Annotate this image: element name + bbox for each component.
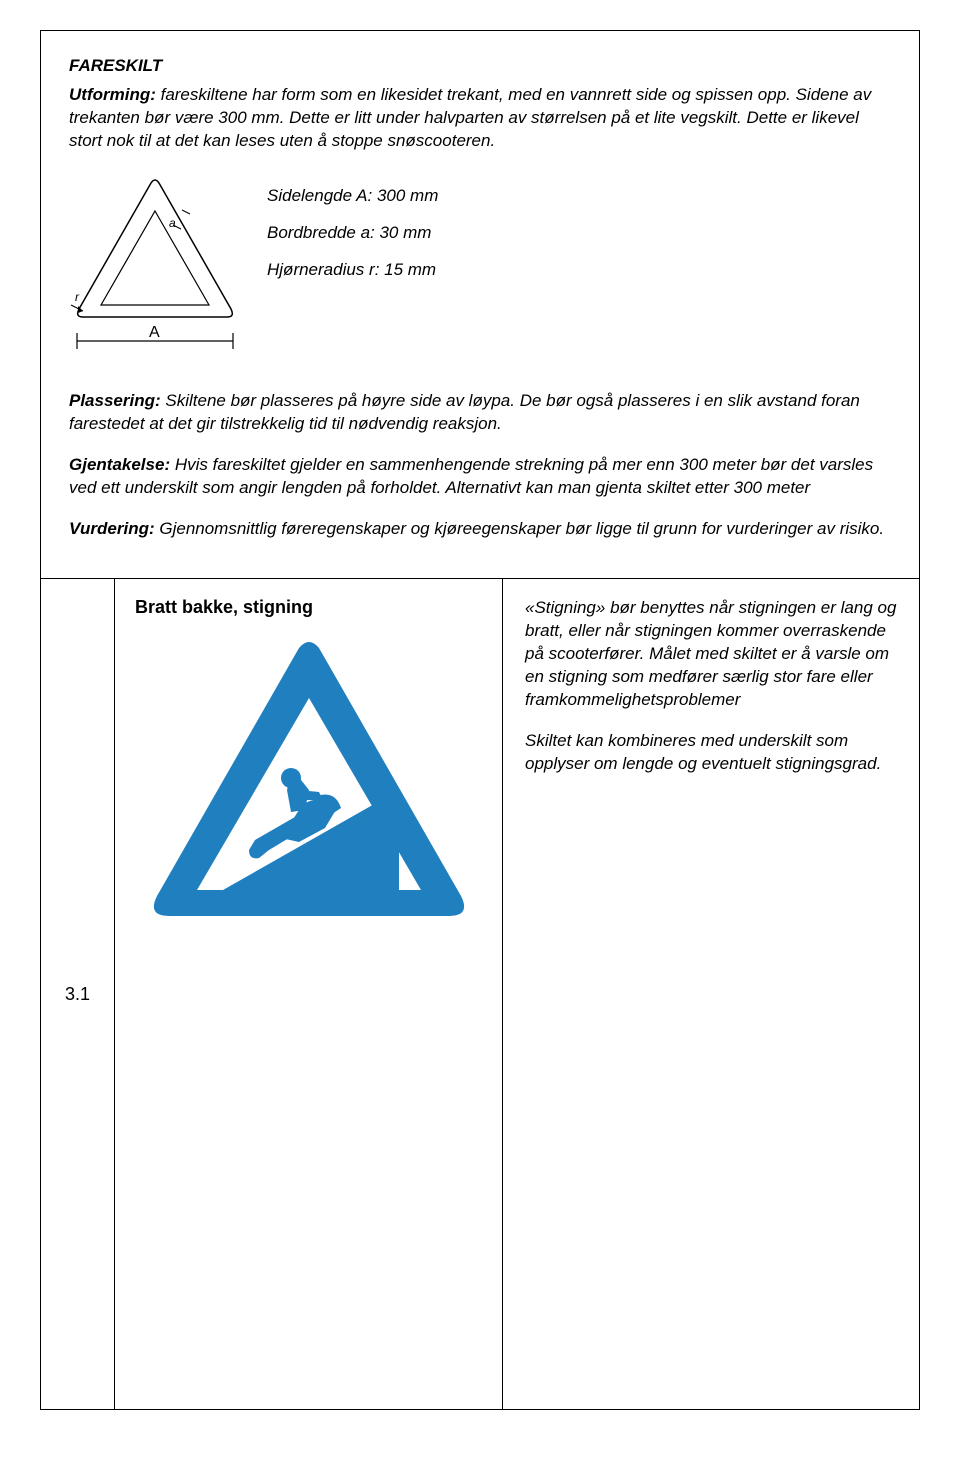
- diagram-label-r: r: [75, 290, 80, 304]
- gjentakelse-paragraph: Gjentakelse: Hvis fareskiltet gjelder en…: [69, 454, 891, 500]
- spec-lines: Sidelengde A: 300 mm Bordbredde a: 30 mm…: [267, 173, 438, 296]
- vurdering-label: Vurdering:: [69, 519, 155, 538]
- spec-bordbredde: Bordbredde a: 30 mm: [267, 222, 438, 245]
- row-number: 3.1: [65, 984, 90, 1005]
- description-p2: Skiltet kan kombineres med underskilt so…: [525, 730, 897, 776]
- section-title: FARESKILT: [69, 56, 162, 75]
- utforming-label: Utforming:: [69, 85, 156, 104]
- description-p1: «Stigning» bør benyttes når stigningen e…: [525, 597, 897, 712]
- plassering-label: Plassering:: [69, 391, 161, 410]
- gjentakelse-text: Hvis fareskiltet gjelder en sammenhengen…: [69, 455, 873, 497]
- plassering-paragraph: Plassering: Skiltene bør plasseres på hø…: [69, 390, 891, 436]
- plassering-text: Skiltene bør plasseres på høyre side av …: [69, 391, 860, 433]
- page-frame: FARESKILT Utforming: fareskiltene har fo…: [40, 30, 920, 1410]
- warning-sign-graphic: [135, 640, 482, 930]
- sign-table-row: 3.1 Bratt bakke, stigning: [41, 579, 919, 1409]
- spec-hjorneradius: Hjørneradius r: 15 mm: [267, 259, 438, 282]
- utforming-text: fareskiltene har form som en likesidet t…: [69, 85, 871, 150]
- row-number-cell: 3.1: [41, 579, 115, 1409]
- sign-cell: Bratt bakke, stigning: [115, 579, 503, 1409]
- vurdering-paragraph: Vurdering: Gjennomsnittlig føreregenskap…: [69, 518, 891, 541]
- spec-sidelengde: Sidelengde A: 300 mm: [267, 185, 438, 208]
- diagram-label-A: A: [149, 324, 160, 341]
- spec-block: a r A Sidelengde A: 300 mm Bordbredde a:…: [69, 173, 891, 362]
- vurdering-text: Gjennomsnittlig føreregenskaper og kjøre…: [155, 519, 884, 538]
- diagram-label-a: a: [169, 216, 176, 230]
- gjentakelse-label: Gjentakelse:: [69, 455, 170, 474]
- utforming-paragraph: Utforming: fareskiltene har form som en …: [69, 84, 891, 153]
- intro-section: FARESKILT Utforming: fareskiltene har fo…: [41, 31, 919, 579]
- dimension-diagram: a r A: [69, 173, 239, 362]
- description-cell: «Stigning» bør benyttes når stigningen e…: [503, 579, 919, 1409]
- sign-title: Bratt bakke, stigning: [135, 597, 482, 618]
